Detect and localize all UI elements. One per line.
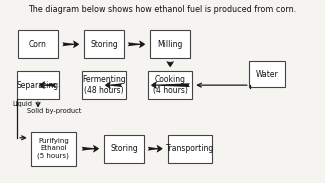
Text: Water: Water [256, 70, 279, 79]
Text: Cooking
(4 hours): Cooking (4 hours) [153, 75, 188, 95]
Text: Storing: Storing [90, 40, 118, 49]
FancyBboxPatch shape [17, 71, 59, 99]
FancyBboxPatch shape [84, 30, 124, 58]
Text: Separating: Separating [17, 81, 59, 90]
FancyBboxPatch shape [82, 71, 126, 99]
FancyBboxPatch shape [249, 61, 285, 87]
FancyBboxPatch shape [31, 132, 76, 165]
Text: Purifying
Ethanol
(5 hours): Purifying Ethanol (5 hours) [37, 139, 69, 159]
FancyBboxPatch shape [148, 71, 192, 99]
FancyBboxPatch shape [18, 30, 58, 58]
FancyBboxPatch shape [168, 135, 213, 163]
Text: Fermenting
(48 hours): Fermenting (48 hours) [82, 75, 126, 95]
Text: Solid by-product: Solid by-product [27, 108, 82, 114]
Text: Storing: Storing [110, 144, 138, 153]
Text: Corn: Corn [29, 40, 47, 49]
Text: Transporting: Transporting [166, 144, 214, 153]
FancyBboxPatch shape [104, 135, 144, 163]
FancyBboxPatch shape [150, 30, 190, 58]
Text: Milling: Milling [158, 40, 183, 49]
Text: Liquid: Liquid [12, 101, 32, 107]
Text: The diagram below shows how ethanol fuel is produced from corn.: The diagram below shows how ethanol fuel… [29, 5, 296, 14]
